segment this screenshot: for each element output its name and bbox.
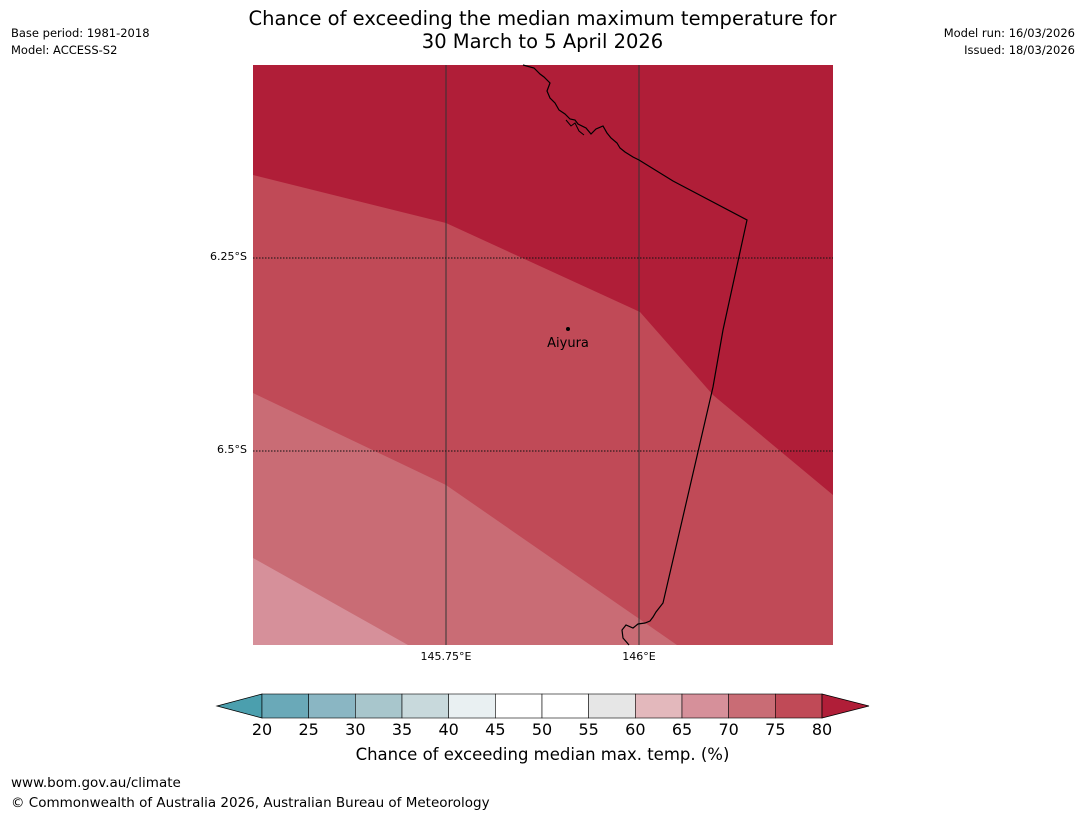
lat-tick-6-5: 6.5°S <box>217 443 247 456</box>
colorbar-tick-75: 75 <box>765 720 786 739</box>
zone-65-70 <box>253 393 677 645</box>
colorbar-segment-55-60 <box>588 693 636 719</box>
lon-tick-145-75: 145.75°E <box>420 650 472 663</box>
colorbar-segment-70-75 <box>728 693 776 719</box>
colorbar-tick-35: 35 <box>391 720 413 739</box>
colorbar-tick-65: 65 <box>671 720 693 739</box>
base-period: Base period: 1981-2018 <box>11 26 150 40</box>
colorbar-segment-20-25 <box>261 693 309 719</box>
colorbar-segment-75-80 <box>775 693 823 719</box>
colorbar-tick-55: 55 <box>578 720 599 739</box>
forecast-map[interactable] <box>253 64 833 646</box>
colorbar-label: Chance of exceeding median max. temp. (%… <box>0 745 1085 764</box>
colorbar-segment-35-40 <box>401 693 449 719</box>
colorbar-segment-65-70 <box>681 693 729 719</box>
colorbar-segment-50-55 <box>541 693 589 719</box>
colorbar-label-text: Chance of exceeding median max. temp. (%… <box>355 745 730 764</box>
map-title: Chance of exceeding the median maximum t… <box>0 7 1085 53</box>
colorbar-segment-40-45 <box>448 693 496 719</box>
province-boundary <box>522 64 748 646</box>
colorbar-tick-70: 70 <box>718 720 739 739</box>
colorbar <box>215 693 870 719</box>
colorbar-segment-45-50 <box>495 693 543 719</box>
colorbar-tick-50: 50 <box>531 720 553 739</box>
boundary-notch <box>565 119 585 136</box>
footer-copyright: © Commonwealth of Australia 2026, Austra… <box>11 795 490 811</box>
colorbar-tick-45: 45 <box>485 720 506 739</box>
aiyura-marker <box>566 327 570 331</box>
meta-right: Model run: 16/03/2026 Issued: 18/03/2026 <box>944 25 1075 59</box>
colorbar-segment-30-35 <box>355 693 403 719</box>
colorbar-tick-20: 20 <box>251 720 273 739</box>
colorbar-extend-under <box>215 693 263 719</box>
model-run-date: Model run: 16/03/2026 <box>943 26 1075 40</box>
place-label-aiyura: Aiyura <box>547 336 589 351</box>
colorbar-tick-25: 25 <box>298 720 319 739</box>
issued-date: Issued: 18/03/2026 <box>964 43 1075 57</box>
colorbar-tick-30: 30 <box>345 720 366 739</box>
colorbar-tick-80: 80 <box>811 720 833 739</box>
colorbar-tick-60: 60 <box>625 720 646 739</box>
zone-60-65 <box>253 558 408 645</box>
lon-tick-146: 146°E <box>622 650 656 663</box>
meta-left: Base period: 1981-2018 Model: ACCESS-S2 <box>11 25 150 59</box>
colorbar-tick-40: 40 <box>438 720 459 739</box>
title-line-1: Chance of exceeding the median maximum t… <box>248 7 837 30</box>
lat-tick-6-25: 6.25°S <box>210 250 247 263</box>
colorbar-segment-25-30 <box>308 693 356 719</box>
footer-url[interactable]: www.bom.gov.au/climate <box>11 775 181 791</box>
colorbar-segment-60-65 <box>635 693 683 719</box>
model-name: Model: ACCESS-S2 <box>11 43 118 57</box>
title-line-2: 30 March to 5 April 2026 <box>421 30 664 53</box>
colorbar-extend-over <box>821 693 870 719</box>
